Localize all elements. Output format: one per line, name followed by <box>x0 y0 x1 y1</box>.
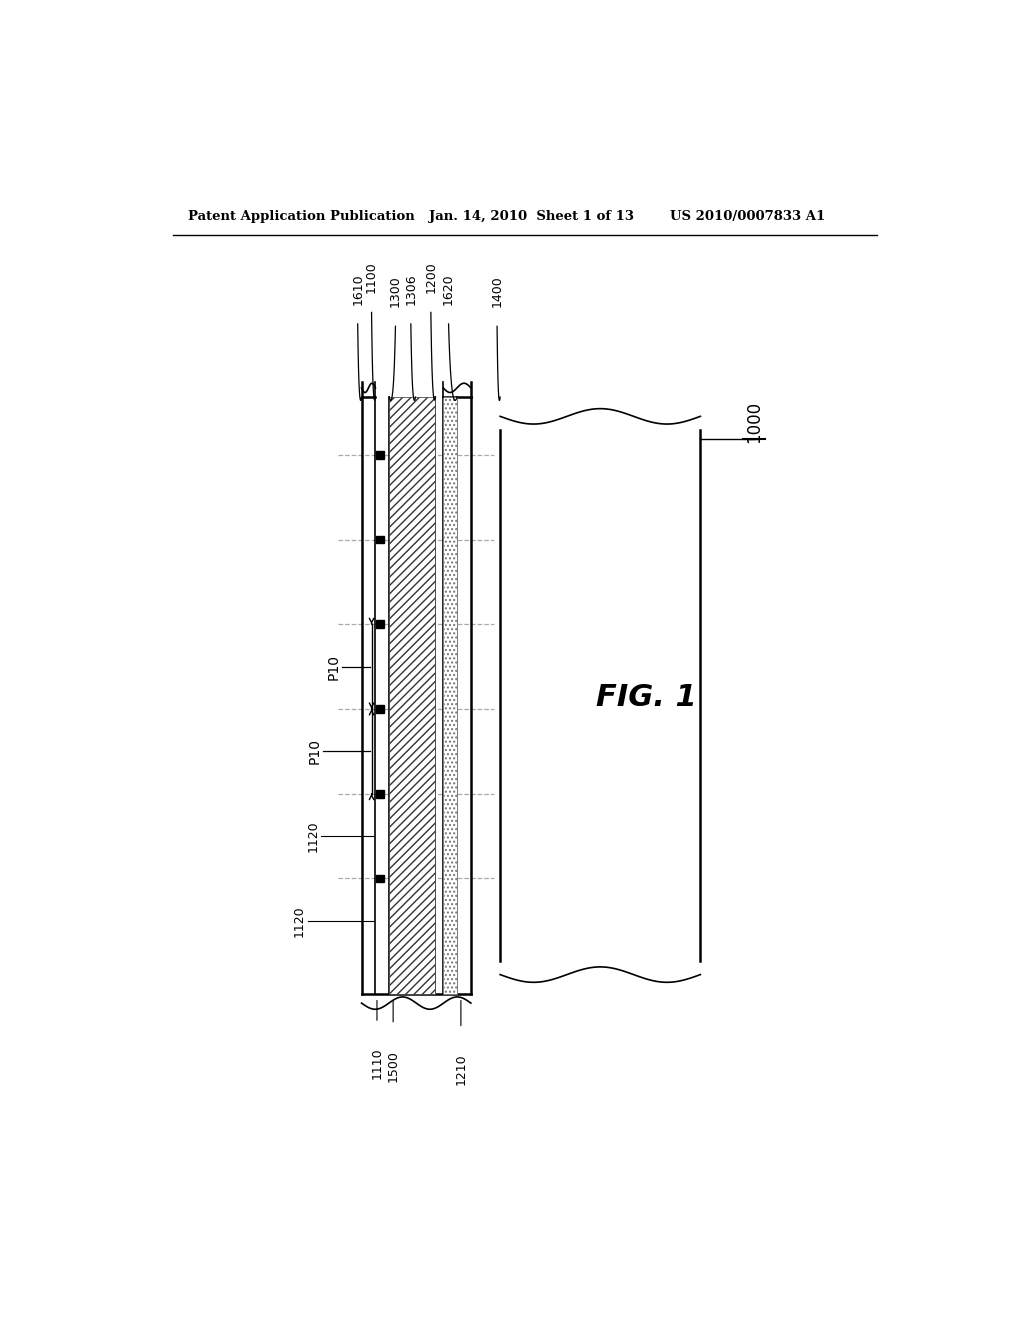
Bar <box>376 875 384 882</box>
Text: 1306: 1306 <box>404 273 418 305</box>
Text: 1000: 1000 <box>745 401 763 444</box>
Bar <box>376 620 384 628</box>
Text: P10: P10 <box>327 653 341 680</box>
Text: P10: P10 <box>307 738 322 764</box>
Bar <box>443 397 457 994</box>
Text: 1200: 1200 <box>424 261 437 293</box>
Bar <box>389 397 435 994</box>
Text: 1500: 1500 <box>387 1051 399 1082</box>
Bar <box>376 536 384 544</box>
Text: FIG. 1: FIG. 1 <box>596 682 697 711</box>
Text: 1120: 1120 <box>293 906 306 936</box>
Text: 1610: 1610 <box>351 273 365 305</box>
Text: 1110: 1110 <box>371 1048 383 1080</box>
Text: 1100: 1100 <box>366 261 378 293</box>
Text: 1210: 1210 <box>455 1053 467 1085</box>
Text: 1120: 1120 <box>306 820 319 851</box>
Bar <box>376 705 384 713</box>
Bar <box>376 789 384 797</box>
Bar <box>376 451 384 459</box>
Text: Patent Application Publication: Patent Application Publication <box>188 210 415 223</box>
Text: Jan. 14, 2010  Sheet 1 of 13: Jan. 14, 2010 Sheet 1 of 13 <box>429 210 634 223</box>
Text: US 2010/0007833 A1: US 2010/0007833 A1 <box>670 210 824 223</box>
Text: 1300: 1300 <box>389 276 402 308</box>
Text: 1400: 1400 <box>490 276 504 308</box>
Text: 1620: 1620 <box>442 273 455 305</box>
